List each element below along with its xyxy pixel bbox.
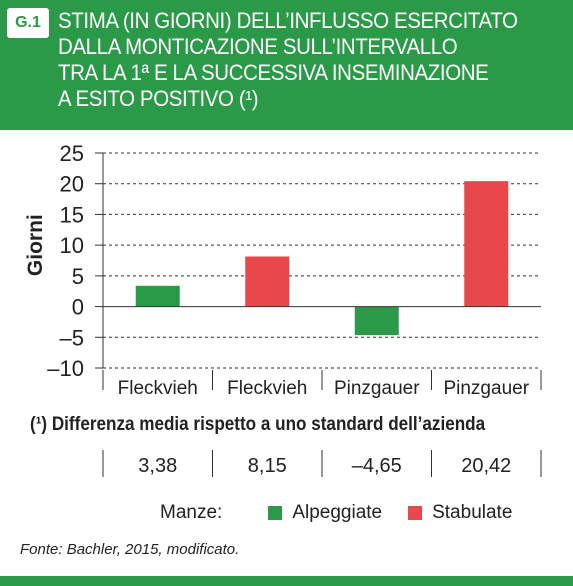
- figure-badge: G.1: [7, 8, 49, 38]
- y-axis-label: Giorni: [24, 214, 47, 276]
- x-tick-label: Fleckvieh: [118, 378, 198, 399]
- value-label: –4,65: [352, 455, 402, 477]
- y-tick-label: 0: [72, 295, 84, 320]
- y-tick-label: 20: [60, 172, 84, 197]
- x-tick-label: Pinzgauer: [443, 378, 529, 399]
- legend-label-alpeggiate: Alpeggiate: [292, 502, 383, 523]
- value-label: 3,38: [138, 455, 177, 477]
- value-row: 3,38 8,15 –4,65 20,42: [102, 450, 542, 477]
- x-tick-label: Fleckvieh: [227, 378, 307, 399]
- y-tick-label: –10: [47, 356, 84, 381]
- x-tick-label: Pinzgauer: [334, 378, 420, 399]
- chart-footnote: (¹) Differenza media rispetto a uno stan…: [30, 414, 486, 435]
- chart-source: Fonte: Bachler, 2015, modificato.: [20, 541, 240, 558]
- y-tick-label: –5: [60, 325, 84, 350]
- legend-swatch-stabulate: [408, 506, 423, 520]
- bottom-bar: [0, 576, 573, 586]
- value-label: 8,15: [248, 455, 287, 477]
- chart-legend: Manze: Alpeggiate Stabulate: [160, 502, 512, 524]
- y-tick-label: 10: [60, 233, 84, 258]
- y-tick-label: 15: [60, 202, 84, 227]
- legend-prefix: Manze:: [160, 502, 223, 523]
- bar-chart: 25 20 15 10 5 0 –5 –10 Fleckvieh Fleckvieh Pinzgau…: [24, 141, 542, 399]
- chart-header: G.1 STIMA (IN GIORNI) DELL’INFLUSSO ESER…: [0, 0, 573, 130]
- bar: [135, 285, 180, 307]
- legend-label-stabulate: Stabulate: [432, 502, 513, 523]
- value-label: 20,42: [461, 455, 511, 477]
- y-tick-label: 5: [72, 264, 84, 289]
- chart-title: STIMA (IN GIORNI) DELL’INFLUSSO ESERCITA…: [58, 8, 518, 111]
- bar: [464, 181, 509, 307]
- legend-swatch-alpeggiate: [268, 506, 283, 520]
- y-tick-label: 25: [60, 141, 84, 166]
- bar: [245, 256, 290, 307]
- bar: [354, 306, 399, 336]
